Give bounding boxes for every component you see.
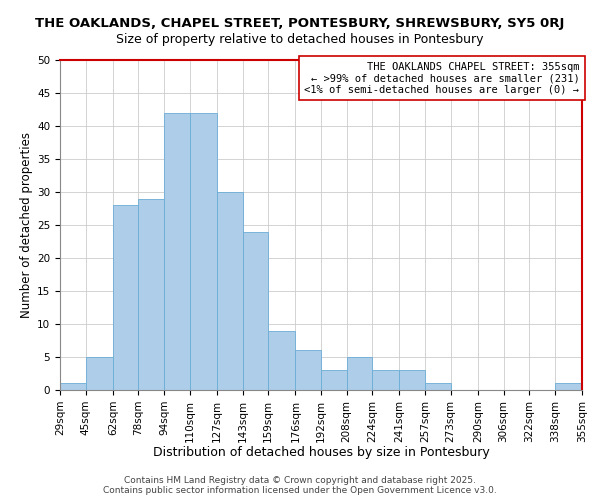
Bar (164, 113, 190, 390)
Text: THE OAKLANDS CHAPEL STREET: 355sqm
← >99% of detached houses are smaller (231)
<: THE OAKLANDS CHAPEL STREET: 355sqm ← >99… (304, 62, 580, 95)
Bar (242, 232, 268, 390)
Bar (268, 330, 295, 390)
Y-axis label: Number of detached properties: Number of detached properties (20, 132, 33, 318)
Bar (372, 370, 400, 390)
X-axis label: Distribution of detached houses by size in Pontesbury: Distribution of detached houses by size … (152, 446, 490, 459)
Bar (347, 357, 372, 390)
Bar (321, 370, 347, 390)
Bar (217, 192, 242, 390)
Bar (139, 198, 164, 390)
Bar (400, 370, 425, 390)
Bar (86, 357, 113, 390)
Bar (425, 384, 451, 390)
Bar (113, 205, 139, 390)
Bar (555, 384, 582, 390)
Bar (60, 384, 86, 390)
Text: Contains HM Land Registry data © Crown copyright and database right 2025.
Contai: Contains HM Land Registry data © Crown c… (103, 476, 497, 495)
Text: THE OAKLANDS, CHAPEL STREET, PONTESBURY, SHREWSBURY, SY5 0RJ: THE OAKLANDS, CHAPEL STREET, PONTESBURY,… (35, 18, 565, 30)
Bar (295, 350, 321, 390)
Bar (190, 113, 217, 390)
Text: Size of property relative to detached houses in Pontesbury: Size of property relative to detached ho… (116, 32, 484, 46)
